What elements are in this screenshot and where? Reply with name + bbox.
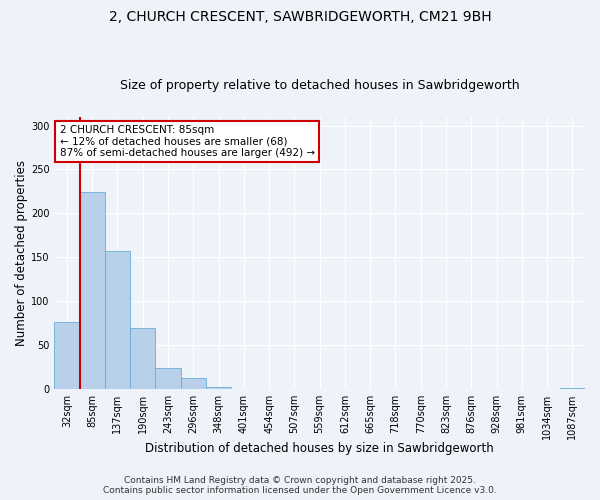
Text: 2, CHURCH CRESCENT, SAWBRIDGEWORTH, CM21 9BH: 2, CHURCH CRESCENT, SAWBRIDGEWORTH, CM21… — [109, 10, 491, 24]
Bar — [105, 251, 130, 389]
Text: 2 CHURCH CRESCENT: 85sqm
← 12% of detached houses are smaller (68)
87% of semi-d: 2 CHURCH CRESCENT: 85sqm ← 12% of detach… — [59, 125, 314, 158]
Bar — [206, 387, 231, 389]
Title: Size of property relative to detached houses in Sawbridgeworth: Size of property relative to detached ho… — [120, 79, 520, 92]
Bar — [80, 192, 105, 389]
Bar — [560, 388, 585, 389]
X-axis label: Distribution of detached houses by size in Sawbridgeworth: Distribution of detached houses by size … — [145, 442, 494, 455]
Bar — [181, 378, 206, 389]
Bar — [155, 368, 181, 389]
Bar — [130, 328, 155, 389]
Bar — [54, 322, 80, 389]
Text: Contains HM Land Registry data © Crown copyright and database right 2025.
Contai: Contains HM Land Registry data © Crown c… — [103, 476, 497, 495]
Y-axis label: Number of detached properties: Number of detached properties — [15, 160, 28, 346]
